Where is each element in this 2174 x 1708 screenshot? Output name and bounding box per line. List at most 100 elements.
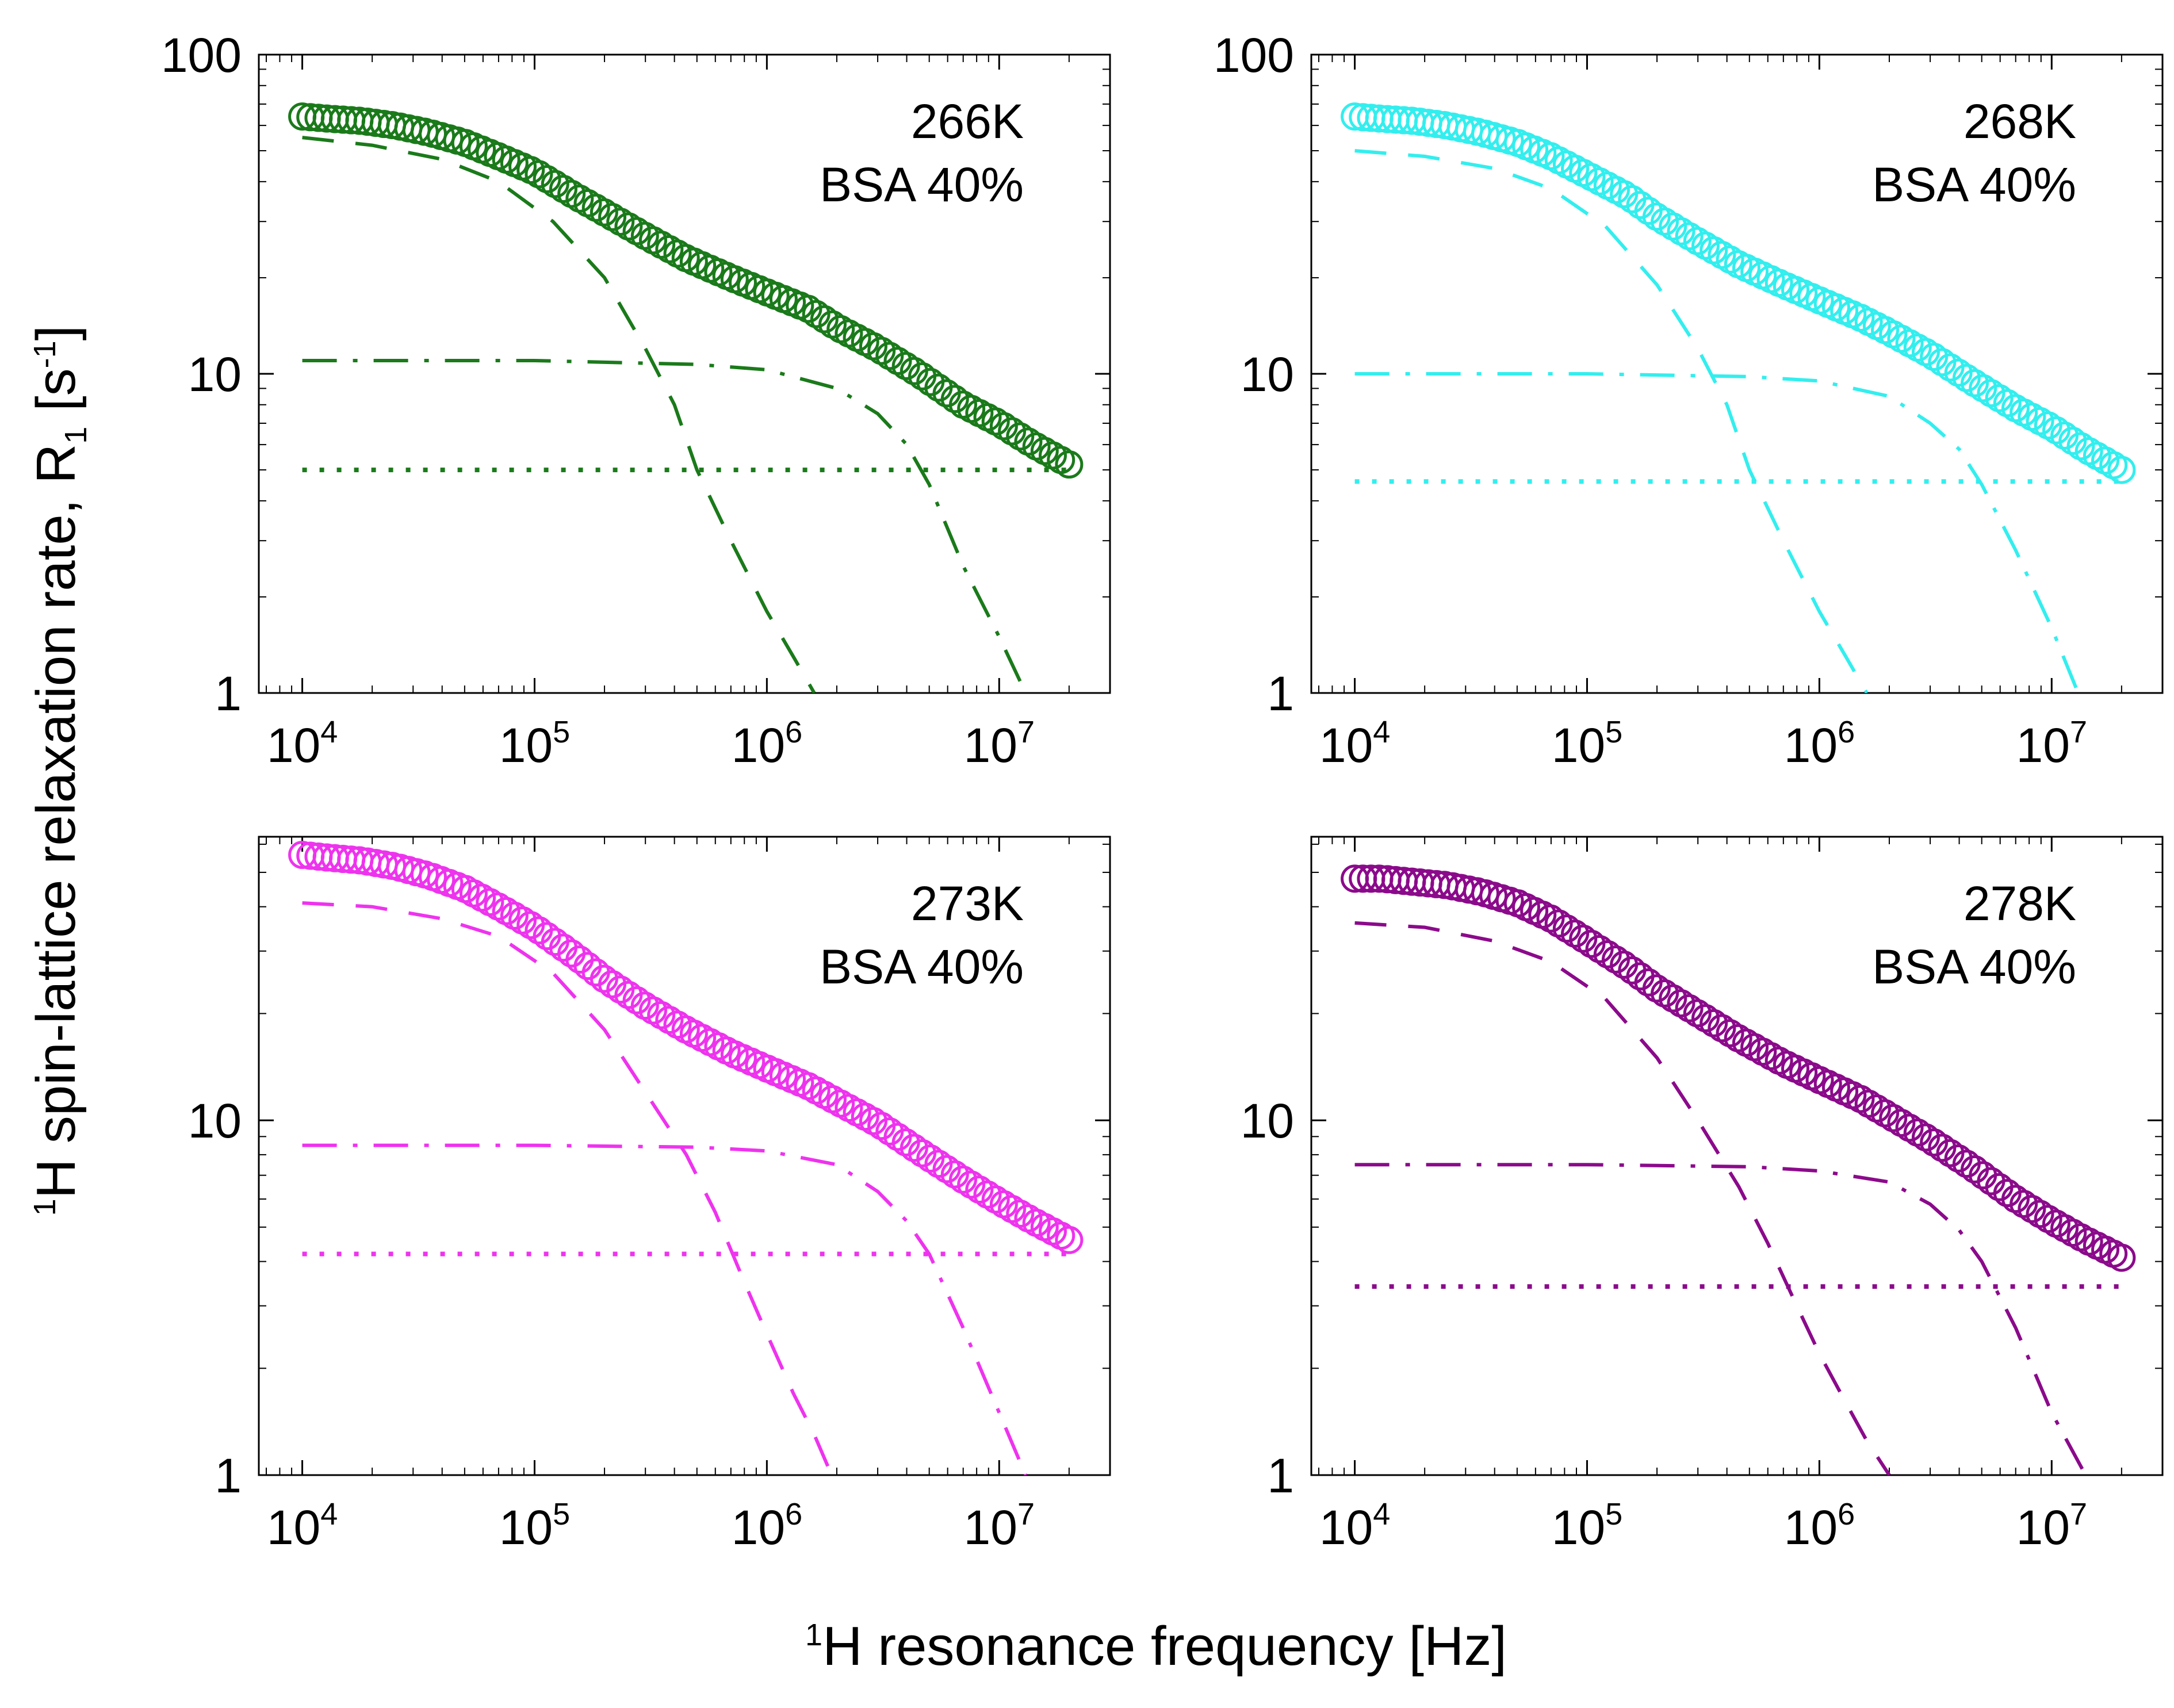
data-point-marker — [1920, 343, 1949, 372]
x-tick-base: 10 — [499, 718, 553, 772]
fit-line-dash — [1354, 149, 1869, 693]
data-point-marker — [1911, 1123, 1940, 1152]
data-point-marker — [1552, 914, 1581, 943]
x-tick-base: 10 — [732, 718, 785, 772]
y-tick-label: 100 — [161, 28, 242, 82]
data-point-marker — [1969, 374, 1997, 403]
data-point-marker — [810, 305, 839, 334]
data-point-marker — [965, 1175, 994, 1204]
data-point-marker — [2066, 432, 2095, 461]
fit-line-dash — [302, 901, 833, 1475]
data-point-marker — [1708, 1014, 1736, 1043]
x-tick-label: 106 — [732, 1497, 802, 1554]
data-point-marker — [891, 351, 920, 380]
y-tick-label: 10 — [188, 347, 242, 401]
fit-line-dashdot — [1354, 372, 2080, 693]
data-point-marker — [973, 1180, 1002, 1209]
x-tick-label: 105 — [499, 715, 570, 772]
sample-label: BSA 40% — [1872, 940, 2076, 994]
data-point-marker — [1928, 348, 1957, 377]
x-tick-exp: 7 — [2070, 1497, 2087, 1531]
y-tick-label: 1 — [215, 667, 242, 721]
data-point-marker — [1585, 935, 1614, 963]
x-tick-label: 106 — [1784, 1497, 1855, 1554]
y-tick-label: 10 — [1241, 347, 1294, 401]
x-tick-exp: 6 — [785, 1497, 802, 1531]
x-tick-exp: 4 — [320, 715, 338, 749]
plot-frame — [1310, 836, 2164, 1476]
data-point-marker — [924, 1150, 953, 1178]
data-point-marker — [2050, 421, 2079, 450]
data-point-marker — [1536, 904, 1565, 933]
x-tick-exp: 5 — [553, 1497, 570, 1531]
x-tick-base: 10 — [964, 718, 1017, 772]
data-point-marker — [1985, 384, 2014, 412]
x-tick-exp: 7 — [2070, 715, 2087, 749]
x-tick-base: 10 — [732, 1500, 785, 1554]
data-point-marker — [1561, 919, 1590, 948]
data-point-marker — [1642, 974, 1671, 1003]
data-point-marker — [1961, 369, 1989, 397]
fit-line-dash — [302, 136, 816, 693]
data-point-marker — [1691, 1004, 1720, 1033]
x-tick-label: 104 — [1319, 1497, 1390, 1554]
data-point-marker — [622, 986, 651, 1014]
x-tick-label: 107 — [2016, 715, 2087, 772]
x-tick-label: 105 — [499, 1497, 570, 1554]
y-tick-label: 10 — [188, 1094, 242, 1148]
data-point-marker — [2058, 427, 2087, 455]
fit-line-dashdot — [302, 359, 1028, 693]
series-group — [288, 841, 1084, 1475]
x-tick-base: 10 — [2016, 718, 2070, 772]
data-point-marker — [2018, 1194, 2046, 1223]
data-point-marker — [2010, 1190, 2038, 1219]
fit-line-dashdot — [302, 1143, 1028, 1475]
x-tick-label: 106 — [1784, 715, 1855, 772]
x-tick-base: 10 — [499, 1500, 553, 1554]
data-point-marker — [573, 952, 602, 981]
x-tick-exp: 5 — [553, 715, 570, 749]
x-tick-exp: 6 — [1838, 1497, 1855, 1531]
temperature-label: 273K — [911, 876, 1024, 930]
data-point-marker — [1006, 422, 1035, 451]
x-tick-base: 10 — [267, 1500, 320, 1554]
data-point-marker — [1683, 999, 1712, 1028]
y-tick-label: 1 — [1267, 667, 1294, 721]
data-point-marker — [2042, 416, 2070, 445]
data-point-marker — [940, 1160, 969, 1189]
x-tick-label: 105 — [1552, 1497, 1622, 1554]
data-point-marker — [1944, 358, 1973, 387]
series-group — [288, 102, 1084, 693]
x-tick-base: 10 — [964, 1500, 1017, 1554]
x-tick-exp: 6 — [1838, 715, 1855, 749]
data-point-marker — [867, 336, 896, 365]
x-tick-label: 105 — [1552, 715, 1622, 772]
data-point-marker — [916, 1144, 945, 1173]
data-point-marker — [1569, 924, 1598, 953]
data-point-marker — [1993, 389, 2022, 418]
temperature-label: 278K — [1964, 876, 2076, 930]
data-point-marker — [802, 300, 830, 328]
y-tick-label: 10 — [1241, 1094, 1294, 1148]
x-tick-exp: 7 — [1017, 1497, 1035, 1531]
x-tick-base: 10 — [1784, 1500, 1838, 1554]
data-point-marker — [1936, 353, 1965, 382]
data-point-marker — [948, 1165, 977, 1194]
data-point-marker — [998, 417, 1027, 446]
x-tick-label: 104 — [267, 1497, 338, 1554]
x-tick-label: 104 — [267, 715, 338, 772]
x-tick-exp: 6 — [785, 715, 802, 749]
data-point-marker — [794, 294, 822, 323]
temperature-label: 266K — [911, 94, 1024, 148]
x-tick-exp: 4 — [320, 1497, 338, 1531]
data-point-marker — [1700, 1009, 1728, 1037]
data-point-marker — [875, 342, 904, 370]
temperature-label: 268K — [1964, 94, 2076, 148]
x-tick-label: 104 — [1319, 715, 1390, 772]
sample-label: BSA 40% — [820, 940, 1024, 994]
data-point-marker — [1055, 450, 1084, 479]
x-tick-base: 10 — [1552, 718, 1605, 772]
